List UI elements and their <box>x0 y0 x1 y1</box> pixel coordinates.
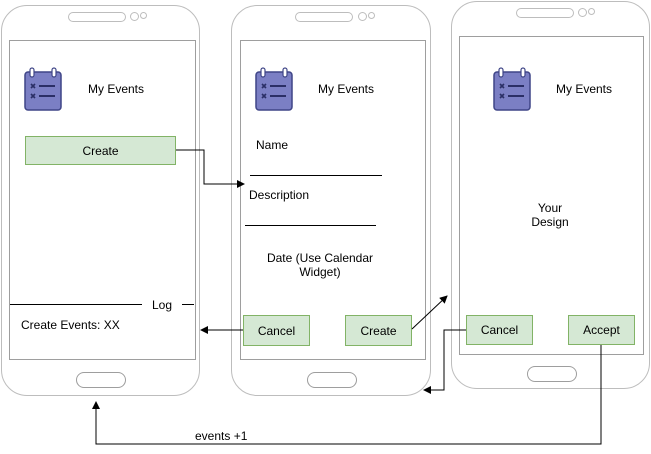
log-text: Create Events: XX <box>21 318 120 332</box>
calendar-checklist-icon <box>493 67 531 111</box>
edge-label-events-increment: events +1 <box>195 429 248 443</box>
log-divider-right <box>182 304 194 305</box>
date-label[interactable]: Date (Use Calendar Widget) <box>255 251 385 279</box>
name-label: Name <box>256 138 289 152</box>
home-button[interactable] <box>527 366 577 382</box>
cancel-button[interactable]: Cancel <box>243 315 310 346</box>
speaker-slot <box>68 12 126 22</box>
edge-accept-to-home <box>92 345 602 445</box>
create-button[interactable]: Create <box>345 315 412 346</box>
home-button[interactable] <box>307 372 357 388</box>
name-input-line[interactable] <box>250 175 382 176</box>
edge-cancel-to-form <box>423 329 466 394</box>
app-title: My Events <box>88 82 145 96</box>
phone-frame-1 <box>1 5 200 396</box>
app-title: My Events <box>318 82 375 96</box>
calendar-checklist-icon <box>24 67 62 111</box>
home-button[interactable] <box>76 372 126 388</box>
sensor-dot <box>140 12 147 19</box>
date-label-line1: Date (Use Calendar <box>266 251 374 265</box>
accept-button[interactable]: Accept <box>568 315 635 345</box>
log-divider-left <box>10 304 142 305</box>
camera-dot <box>578 8 587 17</box>
description-label: Description <box>249 188 310 202</box>
edge-create-to-design <box>411 295 448 330</box>
camera-dot <box>358 12 367 21</box>
design-placeholder: Your Design <box>510 201 590 229</box>
edge-create-to-form <box>176 149 245 188</box>
phone-screen-3 <box>459 36 644 355</box>
phone-screen-1 <box>9 40 196 360</box>
create-button[interactable]: Create <box>25 136 176 165</box>
design-line2: Design <box>531 215 569 229</box>
camera-dot <box>130 12 139 21</box>
date-label-line2: Widget) <box>299 265 341 279</box>
speaker-slot <box>516 8 574 18</box>
speaker-slot <box>295 12 353 22</box>
description-input-line[interactable] <box>245 225 376 226</box>
sensor-dot <box>368 12 375 19</box>
calendar-checklist-icon <box>255 67 293 111</box>
app-title: My Events <box>556 82 613 96</box>
cancel-button[interactable]: Cancel <box>466 315 533 345</box>
log-label: Log <box>152 298 173 312</box>
design-line1: Your <box>537 201 563 215</box>
sensor-dot <box>588 8 595 15</box>
